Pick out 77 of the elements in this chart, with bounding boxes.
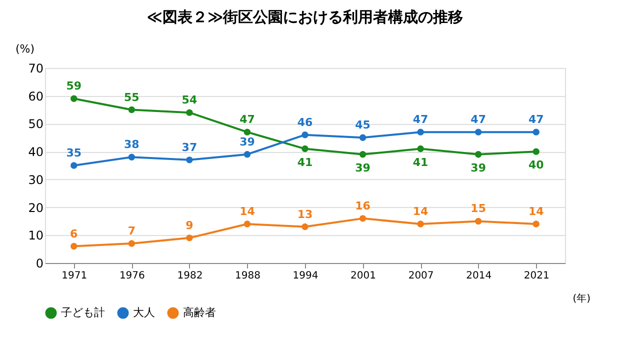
y-tick-label: 0 (36, 256, 44, 270)
x-tick-label: 2014 (466, 270, 492, 282)
data-label: 54 (182, 94, 198, 107)
data-label: 41 (297, 156, 313, 169)
x-tick-label: 2021 (524, 270, 550, 282)
data-label: 46 (297, 116, 313, 129)
data-label: 47 (528, 113, 544, 126)
point (70, 242, 78, 250)
x-tick-label: 1988 (234, 270, 260, 282)
point (186, 234, 193, 242)
data-label: 14 (240, 205, 256, 218)
data-label: 35 (66, 146, 82, 160)
point (474, 151, 482, 158)
point (474, 218, 482, 225)
point (128, 106, 136, 114)
y-tick-label: 10 (28, 228, 44, 243)
data-label: 7 (128, 224, 136, 238)
point (244, 220, 251, 228)
data-label: 14 (528, 205, 544, 218)
point (70, 162, 78, 169)
data-label: 39 (240, 135, 255, 148)
point (417, 128, 424, 136)
data-label: 47 (240, 113, 255, 126)
data-label: 16 (355, 199, 371, 212)
data-label: 40 (528, 158, 544, 172)
point (186, 109, 193, 116)
y-tick-label: 20 (28, 200, 44, 215)
data-label: 45 (355, 118, 370, 132)
point (244, 151, 251, 158)
x-tick-label: 1982 (177, 270, 203, 282)
y-tick-label: 30 (28, 172, 44, 187)
legend-label: 子ども計 (61, 306, 105, 319)
point (128, 154, 136, 160)
point (244, 128, 251, 136)
data-label: 47 (412, 113, 428, 126)
data-label: 47 (470, 113, 486, 126)
data-label: 15 (470, 202, 486, 216)
data-label: 39 (470, 161, 486, 174)
legend-label: 高齢者 (183, 306, 216, 319)
point (359, 215, 366, 222)
data-label: 13 (297, 208, 313, 221)
point (532, 220, 540, 228)
point (359, 134, 366, 141)
chart-title: ≪図表２≫街区公園における利用者構成の推移 (146, 8, 464, 26)
point (474, 128, 482, 136)
x-tick-label: 1976 (119, 270, 145, 282)
y-tick-label: 40 (28, 145, 44, 160)
y-axis-title: (%) (16, 42, 35, 56)
y-tick-label: 50 (28, 117, 44, 132)
data-label: 9 (186, 218, 194, 232)
data-label: 14 (412, 205, 429, 218)
point (359, 151, 366, 158)
x-tick-label: 1994 (292, 270, 318, 282)
y-tick-label: 60 (28, 89, 44, 104)
x-tick-label: 2007 (408, 270, 434, 282)
point (302, 223, 308, 230)
point (186, 156, 193, 164)
point (302, 145, 308, 152)
point (532, 148, 540, 155)
point (417, 220, 424, 228)
x-tick-label: 2001 (350, 270, 376, 282)
x-tick-label: 1971 (62, 270, 88, 282)
point (70, 95, 78, 102)
data-label: 37 (182, 140, 198, 154)
point (302, 132, 308, 138)
point (532, 128, 540, 136)
data-label: 6 (70, 227, 78, 240)
legend-label: 大人 (133, 306, 155, 319)
y-tick-label: 70 (28, 62, 44, 76)
data-label: 41 (412, 156, 428, 169)
x-axis-title: (年) (572, 292, 591, 304)
point (128, 240, 136, 247)
data-label: 59 (66, 80, 82, 93)
data-label: 55 (124, 90, 140, 104)
data-label: 39 (355, 161, 370, 174)
data-label: 38 (124, 138, 140, 152)
point (417, 145, 424, 152)
